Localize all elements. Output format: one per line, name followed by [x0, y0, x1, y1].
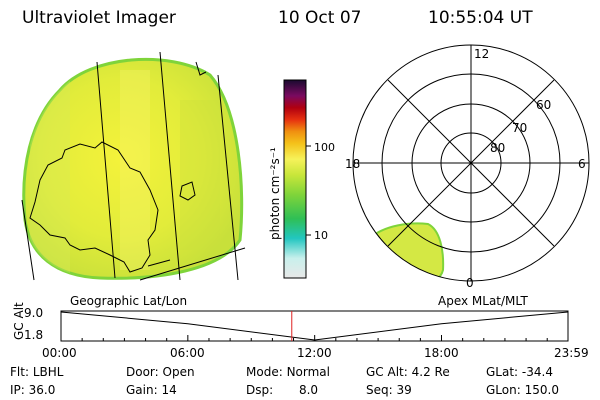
colorbar-unit-label: photon cm⁻²s⁻¹: [268, 147, 282, 240]
status-seq: Seq: 39: [366, 383, 412, 397]
altitude-plot: [60, 310, 569, 342]
colorbar: [283, 79, 311, 279]
ip-label: IP:: [10, 383, 25, 397]
status-ip: IP: 36.0: [10, 383, 55, 397]
mlt-label-12: 12: [474, 47, 490, 61]
door-label: Door:: [126, 365, 159, 379]
coastline: [147, 259, 171, 267]
mode-value: Normal: [286, 365, 330, 379]
geographic-panel-label: Geographic Lat/Lon: [70, 294, 188, 308]
flt-value: LBHL: [32, 365, 64, 379]
coastline: [195, 61, 207, 76]
parallel-line: [139, 247, 246, 281]
ip-value: 36.0: [28, 383, 56, 397]
instrument-title: Ultraviolet Imager: [22, 8, 176, 28]
geographic-image-panel: [21, 51, 246, 281]
altitude-ytick-high: 9.0: [24, 306, 44, 320]
status-flt: Flt: LBHL: [10, 365, 63, 379]
lat-label-80: 80: [490, 141, 506, 155]
altitude-xtick-2359: 23:59: [554, 346, 589, 360]
seq-label: Seq:: [366, 383, 393, 397]
gain-value: 14: [161, 383, 177, 397]
status-glon: GLon: 150.0: [486, 383, 559, 397]
status-gain: Gain: 14: [126, 383, 177, 397]
meridian-line: [159, 51, 181, 281]
dsp-value: 8.0: [298, 383, 319, 397]
status-door: Door: Open: [126, 365, 195, 379]
status-glat: GLat: -34.4: [486, 365, 553, 379]
meridian-line: [217, 74, 239, 281]
polar-plot: [352, 44, 590, 282]
seq-value: 39: [396, 383, 412, 397]
status-gcalt: GC Alt: 4.2 Re: [366, 365, 450, 379]
altitude-xtick-0600: 06:00: [170, 346, 205, 360]
gcalt-label: GC Alt:: [366, 365, 408, 379]
glat-value: -34.4: [521, 365, 553, 379]
time-label: 10:55:04 UT: [428, 8, 533, 28]
altitude-xtick-1800: 18:00: [424, 346, 459, 360]
altitude-xtick-0000: 00:00: [42, 346, 77, 360]
polar-panel-label: Apex MLat/MLT: [438, 294, 528, 308]
gcalt-value: 4.2 Re: [411, 365, 450, 379]
meridian-line: [21, 199, 35, 281]
altitude-xtick-1200: 12:00: [297, 346, 332, 360]
flt-label: Flt:: [10, 365, 29, 379]
gain-label: Gain:: [126, 383, 158, 397]
coastline: [29, 141, 159, 273]
mlt-label-18: 18: [345, 157, 361, 171]
glon-value: 150.0: [524, 383, 559, 397]
coastline: [179, 181, 196, 201]
auroral-image-wedge: [368, 222, 445, 281]
colorbar-gradient: [283, 79, 307, 279]
mlt-label-0: 0: [466, 276, 474, 290]
date-label: 10 Oct 07: [278, 8, 362, 28]
colorbar-tick-100: 100: [314, 141, 335, 154]
lat-label-70: 70: [512, 121, 528, 135]
dsp-label: Dsp:: [246, 383, 274, 397]
colorbar-tick-10: 10: [314, 229, 328, 242]
status-dsp: Dsp: 8.0: [246, 383, 318, 397]
meridian-line: [96, 61, 116, 279]
mlt-label-6: 6: [578, 157, 586, 171]
lat-label-60: 60: [536, 98, 552, 112]
status-mode: Mode: Normal: [246, 365, 330, 379]
altitude-ytick-low: 1.8: [24, 328, 44, 342]
glon-label: GLon:: [486, 383, 521, 397]
glat-label: GLat:: [486, 365, 519, 379]
mode-label: Mode:: [246, 365, 283, 379]
door-value: Open: [162, 365, 195, 379]
